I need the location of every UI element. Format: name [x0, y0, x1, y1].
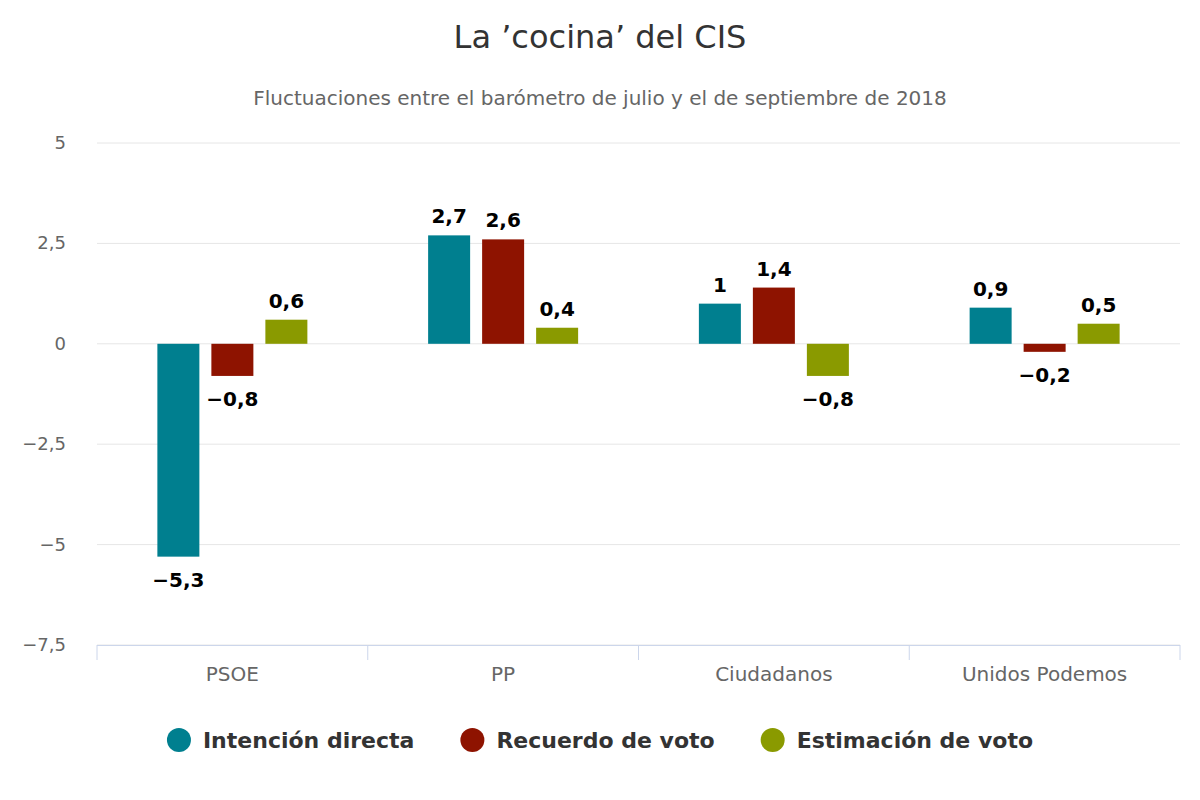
x-tick-label: Unidos Podemos	[962, 662, 1127, 686]
bar	[157, 344, 199, 557]
x-tick-label: PSOE	[206, 662, 259, 686]
y-tick-label: −5	[39, 534, 66, 555]
y-tick-label: −7,5	[22, 634, 66, 655]
bar	[482, 239, 524, 343]
chart: La ’cocina’ del CIS Fluctuaciones entre e…	[0, 0, 1200, 800]
bar	[428, 235, 470, 343]
y-tick-label: 0	[55, 333, 66, 354]
bar	[265, 320, 307, 344]
legend-marker	[167, 728, 191, 752]
legend-label: Estimación de voto	[797, 728, 1033, 753]
legend-label: Intención directa	[203, 728, 414, 753]
bar	[1024, 344, 1066, 352]
data-label: 0,6	[269, 289, 304, 313]
grid-line	[97, 444, 1180, 445]
grid-line	[97, 243, 1180, 244]
y-tick-label: −2,5	[22, 433, 66, 454]
legend-marker	[460, 728, 484, 752]
data-label: 2,7	[431, 204, 466, 228]
data-label: 1	[713, 273, 727, 297]
data-label: 0,9	[973, 277, 1008, 301]
bars	[157, 235, 1119, 556]
bar	[699, 304, 741, 344]
data-label: −0,8	[802, 387, 854, 411]
y-tick-label: 2,5	[37, 232, 66, 253]
bar	[211, 344, 253, 376]
data-label: −0,8	[206, 387, 258, 411]
title: La ’cocina’ del CIS	[454, 18, 747, 56]
data-label: 1,4	[756, 257, 791, 281]
y-tick-label: 5	[55, 132, 66, 153]
bar	[970, 308, 1012, 344]
bar	[753, 288, 795, 344]
data-label: 2,6	[485, 208, 520, 232]
x-tick	[1180, 645, 1181, 660]
x-tick-label: PP	[491, 662, 515, 686]
grid-line	[97, 544, 1180, 545]
grid	[97, 143, 1180, 645]
x-tick	[97, 645, 98, 660]
bar	[807, 344, 849, 376]
x-tick	[909, 645, 910, 660]
grid-line	[97, 343, 1180, 344]
data-label: 0,5	[1081, 293, 1116, 317]
x-tick	[367, 645, 368, 660]
bar	[1078, 324, 1120, 344]
legend: Intención directa Recuerdo de voto Estimac…	[167, 728, 1033, 753]
x-tick-label: Ciudadanos	[715, 662, 832, 686]
data-label: −5,3	[152, 568, 204, 592]
legend-label: Recuerdo de voto	[496, 728, 714, 753]
data-label: −0,2	[1019, 363, 1071, 387]
x-tick	[638, 645, 639, 660]
subtitle: Fluctuaciones entre el barómetro de juli…	[253, 86, 947, 110]
legend-marker	[761, 728, 785, 752]
data-labels: −5,3 2,7 1 0,9 −0,8 2,6 1,4 −0,2 0,6 0,4 −0,8 0,5	[152, 204, 1116, 591]
bar	[536, 328, 578, 344]
data-label: 0,4	[539, 297, 574, 321]
grid-line	[97, 143, 1180, 144]
background	[0, 0, 1200, 800]
